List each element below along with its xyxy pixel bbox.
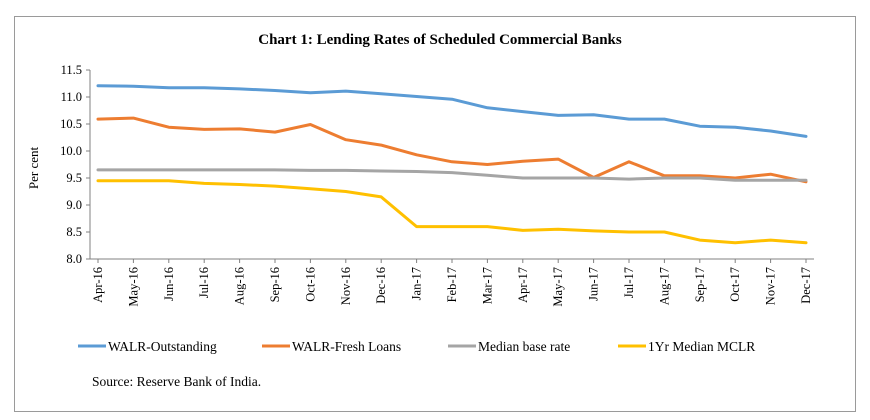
x-tick-label: Oct-17	[728, 267, 742, 302]
x-tick-label: Jul-17	[622, 267, 636, 298]
x-tick-label: May-16	[126, 267, 140, 307]
x-tick-label: Nov-16	[339, 267, 353, 305]
x-tick-label: Jun-17	[587, 267, 601, 301]
x-tick-label: Dec-17	[799, 267, 813, 304]
chart-frame	[14, 16, 856, 412]
x-tick-label: Feb-17	[445, 267, 459, 302]
y-tick-label: 9.0	[66, 198, 82, 212]
x-tick-label: Apr-16	[91, 267, 105, 303]
legend-label: Median base rate	[478, 339, 570, 354]
x-tick-label: Jan-17	[410, 267, 424, 300]
y-tick-label: 8.5	[66, 225, 82, 239]
y-axis-label: Per cent	[26, 146, 41, 189]
y-tick-label: 10.5	[60, 117, 82, 131]
x-tick-label: Aug-17	[657, 267, 671, 305]
chart-title: Chart 1: Lending Rates of Scheduled Comm…	[258, 32, 622, 48]
x-tick-label: Apr-17	[516, 267, 530, 303]
x-tick-label: Dec-16	[374, 267, 388, 304]
legend: WALR-Outstanding WALR-Fresh Loans Median b…	[78, 339, 755, 354]
series-line-2	[96, 116, 808, 184]
legend-label: 1Yr Median MCLR	[648, 339, 755, 354]
legend-label: WALR-Fresh Loans	[292, 339, 401, 354]
y-tick-label: 8.0	[66, 252, 82, 266]
y-tick-label: 11.5	[61, 63, 82, 77]
series-line-1	[96, 84, 808, 138]
x-tick-label: May-17	[551, 267, 565, 307]
y-tick-label: 9.5	[66, 171, 82, 185]
series-line-3	[96, 168, 808, 182]
y-tick-label: 10.0	[60, 144, 82, 158]
x-tick-label: Jul-16	[197, 267, 211, 298]
y-tick-label: 11.0	[61, 90, 82, 104]
series-line-4	[96, 179, 808, 245]
x-tick-label: Aug-16	[233, 267, 247, 305]
source-note: Source: Reserve Bank of India.	[92, 374, 261, 389]
x-tick-label: Jun-16	[162, 267, 176, 301]
x-tick-label: Nov-17	[764, 267, 778, 305]
x-tick-label: Mar-17	[480, 267, 494, 304]
series-lines	[96, 84, 808, 245]
x-tick-label: Sep-17	[693, 267, 707, 302]
axes: 8.0 8.5 9.0 9.5 10.0 10.5 11.0 11.5 Apr-16 May-16…	[60, 63, 814, 307]
x-tick-label: Sep-16	[268, 267, 282, 302]
legend-label: WALR-Outstanding	[108, 339, 217, 354]
x-tick-label: Oct-16	[303, 267, 317, 302]
